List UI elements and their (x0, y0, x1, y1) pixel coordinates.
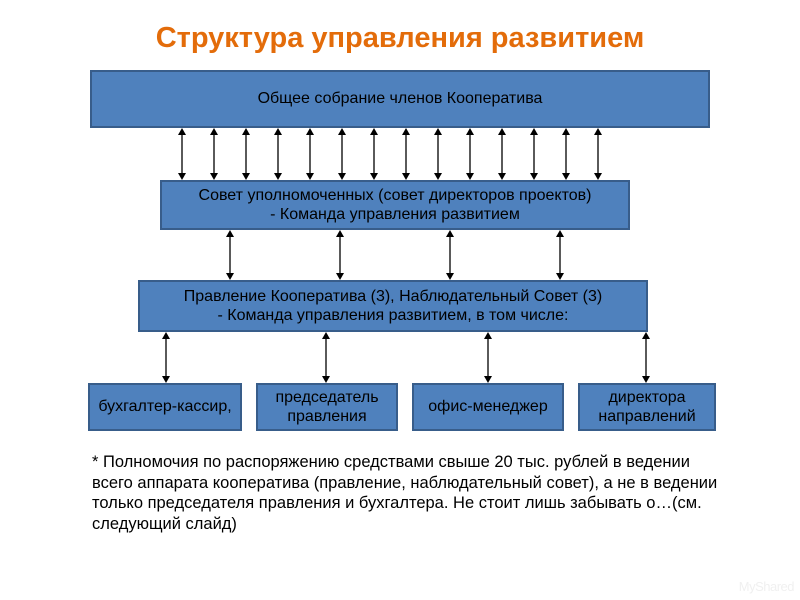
box-label: бухгалтер-кассир, (98, 397, 231, 416)
footnote-text: * Полномочия по распоряжению средствами … (92, 452, 722, 535)
box-label: офис-менеджер (428, 397, 547, 416)
box-label: Совет уполномоченных (совет директоров п… (199, 186, 592, 224)
box-label: Общее собрание членов Кооператива (258, 89, 543, 108)
page-title: Структура управления развитием (0, 0, 800, 63)
box-council: Совет уполномоченных (совет директоров п… (160, 180, 630, 230)
watermark: MyShared (739, 579, 794, 594)
box-label: директора направлений (588, 388, 706, 426)
box-label: Правление Кооператива (3), Наблюдательны… (184, 287, 602, 325)
box-board: Правление Кооператива (3), Наблюдательны… (138, 280, 648, 332)
box-general-meeting: Общее собрание членов Кооператива (90, 70, 710, 128)
box-directors: директора направлений (578, 383, 716, 431)
box-chairman: председатель правления (256, 383, 398, 431)
box-accountant: бухгалтер-кассир, (88, 383, 242, 431)
box-label: председатель правления (266, 388, 388, 426)
box-office-manager: офис-менеджер (412, 383, 564, 431)
